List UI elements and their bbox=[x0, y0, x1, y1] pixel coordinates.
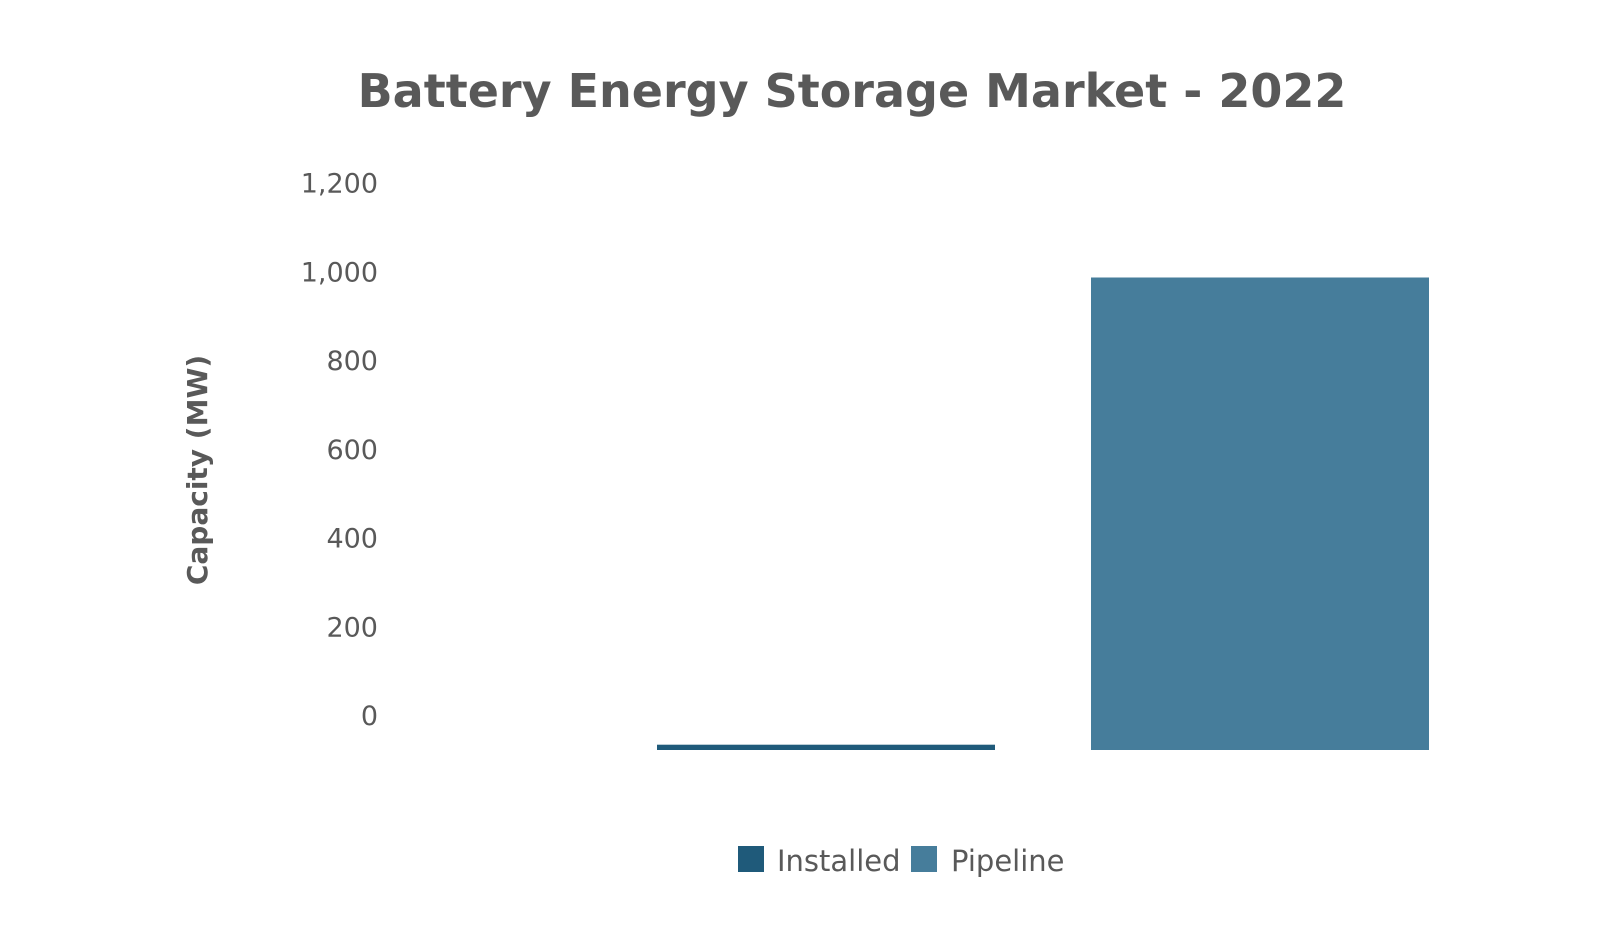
bars bbox=[657, 277, 1429, 750]
legend-swatch-installed bbox=[738, 846, 764, 872]
y-tick-label: 600 bbox=[326, 435, 378, 466]
y-tick-label: 200 bbox=[326, 612, 378, 643]
bar-installed bbox=[657, 744, 995, 750]
legend: Installed Pipeline bbox=[738, 844, 1065, 878]
y-tick-label: 1,200 bbox=[301, 169, 378, 200]
y-tick-label: 800 bbox=[326, 346, 378, 377]
legend-swatch-pipeline bbox=[911, 846, 937, 872]
legend-label-installed: Installed bbox=[777, 844, 901, 878]
bar-pipeline bbox=[1091, 277, 1429, 750]
y-tick-label: 1,000 bbox=[301, 257, 378, 288]
y-axis-label: Capacity (MW) bbox=[181, 355, 214, 585]
chart-title: Battery Energy Storage Market - 2022 bbox=[358, 64, 1347, 118]
y-axis-ticks: 0 200 400 600 800 1,000 1,200 bbox=[301, 169, 378, 732]
y-tick-label: 0 bbox=[361, 701, 378, 732]
y-tick-label: 400 bbox=[326, 524, 378, 555]
legend-label-pipeline: Pipeline bbox=[951, 844, 1065, 878]
